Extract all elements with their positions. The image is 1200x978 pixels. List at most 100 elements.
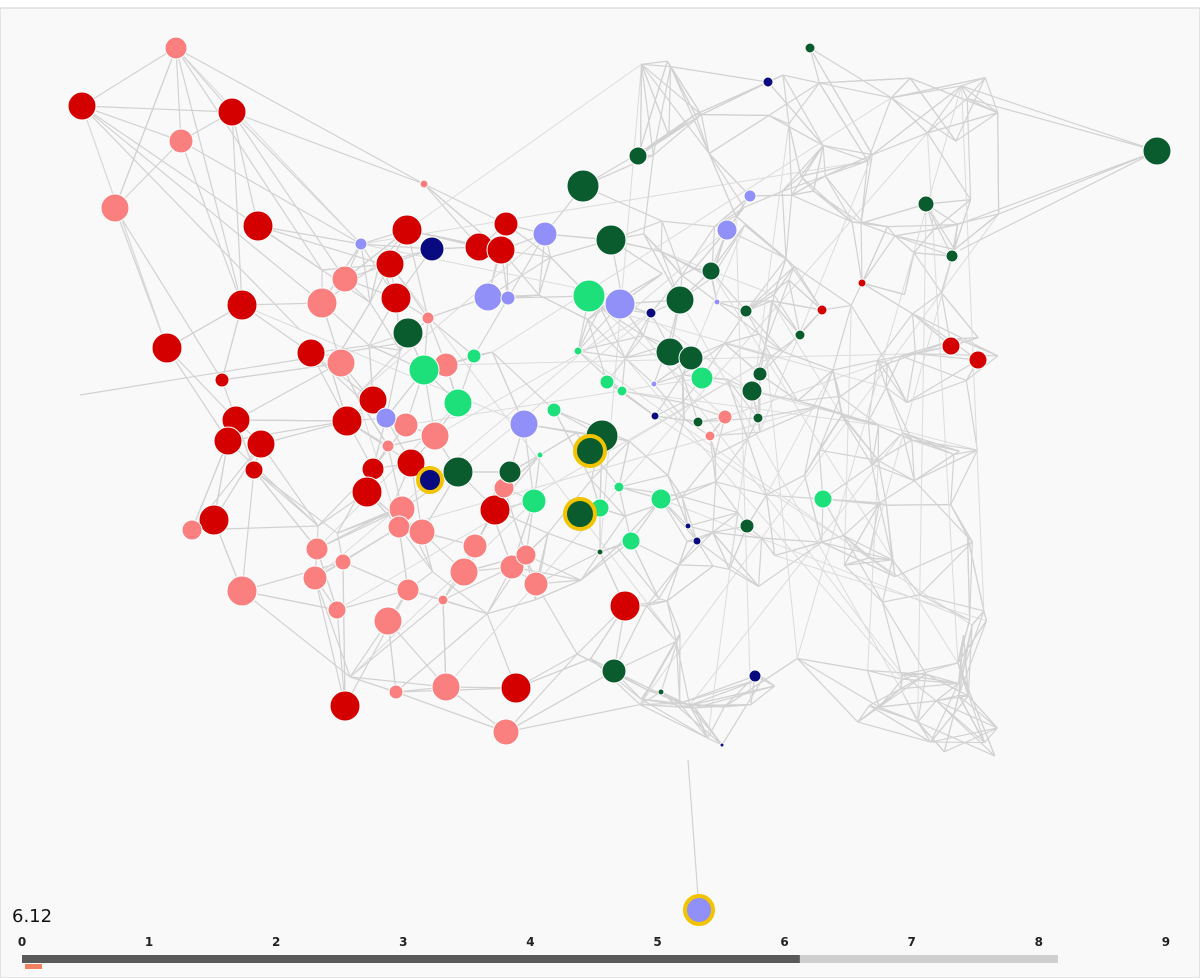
timeline-progress[interactable] — [22, 955, 800, 963]
node[interactable] — [650, 380, 658, 388]
node[interactable] — [198, 504, 230, 536]
node[interactable] — [242, 210, 274, 242]
node[interactable] — [213, 426, 243, 456]
node[interactable] — [665, 285, 695, 315]
node[interactable] — [296, 338, 326, 368]
node[interactable] — [752, 366, 768, 382]
node[interactable] — [306, 287, 338, 319]
node[interactable] — [762, 76, 774, 88]
node[interactable] — [449, 557, 479, 587]
node[interactable] — [794, 329, 806, 341]
node[interactable] — [408, 518, 436, 546]
node[interactable] — [1142, 136, 1172, 166]
node[interactable] — [917, 195, 935, 213]
node[interactable] — [331, 265, 359, 293]
node[interactable] — [713, 298, 721, 306]
node[interactable] — [442, 456, 474, 488]
node[interactable] — [816, 304, 828, 316]
node[interactable] — [500, 672, 532, 704]
node[interactable] — [650, 488, 672, 510]
node[interactable] — [380, 282, 412, 314]
node[interactable] — [941, 336, 961, 356]
node[interactable] — [67, 91, 97, 121]
node[interactable] — [532, 221, 558, 247]
node[interactable] — [613, 481, 625, 493]
node[interactable] — [437, 594, 449, 606]
node[interactable] — [354, 237, 368, 251]
timeline-slider[interactable]: 0 1 2 3 4 5 6 7 8 9 — [18, 935, 1170, 963]
node[interactable] — [226, 575, 258, 607]
node[interactable] — [493, 211, 519, 237]
node[interactable] — [657, 688, 665, 696]
node[interactable] — [678, 345, 704, 371]
node[interactable] — [396, 448, 426, 478]
node[interactable] — [515, 544, 537, 566]
node[interactable] — [599, 374, 615, 390]
selected-node[interactable] — [573, 434, 607, 468]
node[interactable] — [181, 519, 203, 541]
node[interactable] — [217, 97, 247, 127]
node[interactable] — [717, 409, 733, 425]
node[interactable] — [719, 742, 725, 748]
node[interactable] — [521, 488, 547, 514]
node[interactable] — [381, 439, 395, 453]
node[interactable] — [748, 669, 762, 683]
node[interactable] — [500, 290, 516, 306]
node[interactable] — [420, 421, 450, 451]
node[interactable] — [509, 409, 539, 439]
node[interactable] — [813, 489, 833, 509]
node[interactable] — [326, 348, 356, 378]
node[interactable] — [486, 235, 516, 265]
node[interactable] — [968, 350, 988, 370]
node[interactable] — [857, 278, 867, 288]
node[interactable] — [743, 189, 757, 203]
node[interactable] — [375, 407, 397, 429]
node[interactable] — [244, 460, 264, 480]
node[interactable] — [492, 718, 520, 746]
node[interactable] — [391, 214, 423, 246]
node[interactable] — [246, 429, 276, 459]
node[interactable] — [226, 289, 258, 321]
node[interactable] — [566, 169, 600, 203]
node[interactable] — [421, 311, 435, 325]
selected-node[interactable] — [416, 466, 444, 494]
node[interactable] — [305, 537, 329, 561]
node[interactable] — [419, 179, 429, 189]
node[interactable] — [739, 518, 755, 534]
node[interactable] — [419, 236, 445, 262]
node[interactable] — [443, 388, 473, 418]
node[interactable] — [690, 366, 714, 390]
node[interactable] — [466, 348, 482, 364]
node[interactable] — [609, 590, 641, 622]
node[interactable] — [650, 411, 660, 421]
selected-node[interactable] — [683, 894, 715, 926]
node[interactable] — [151, 332, 183, 364]
node[interactable] — [692, 536, 702, 546]
node[interactable] — [388, 684, 404, 700]
node[interactable] — [752, 412, 764, 424]
node[interactable] — [596, 548, 604, 556]
node[interactable] — [572, 279, 606, 313]
node[interactable] — [393, 412, 419, 438]
node[interactable] — [373, 606, 403, 636]
node[interactable] — [302, 565, 328, 591]
node[interactable] — [573, 346, 583, 356]
node[interactable] — [351, 476, 383, 508]
node[interactable] — [684, 522, 692, 530]
node[interactable] — [741, 380, 763, 402]
node[interactable] — [621, 531, 641, 551]
node[interactable] — [164, 36, 188, 60]
node[interactable] — [327, 600, 347, 620]
selected-node[interactable] — [563, 497, 597, 531]
node[interactable] — [431, 672, 461, 702]
node[interactable] — [214, 372, 230, 388]
node[interactable] — [358, 385, 388, 415]
node[interactable] — [387, 515, 411, 539]
node[interactable] — [645, 307, 657, 319]
node[interactable] — [168, 128, 194, 154]
node[interactable] — [479, 494, 511, 526]
node[interactable] — [704, 430, 716, 442]
node[interactable] — [375, 249, 405, 279]
node[interactable] — [100, 193, 130, 223]
node[interactable] — [392, 317, 424, 349]
